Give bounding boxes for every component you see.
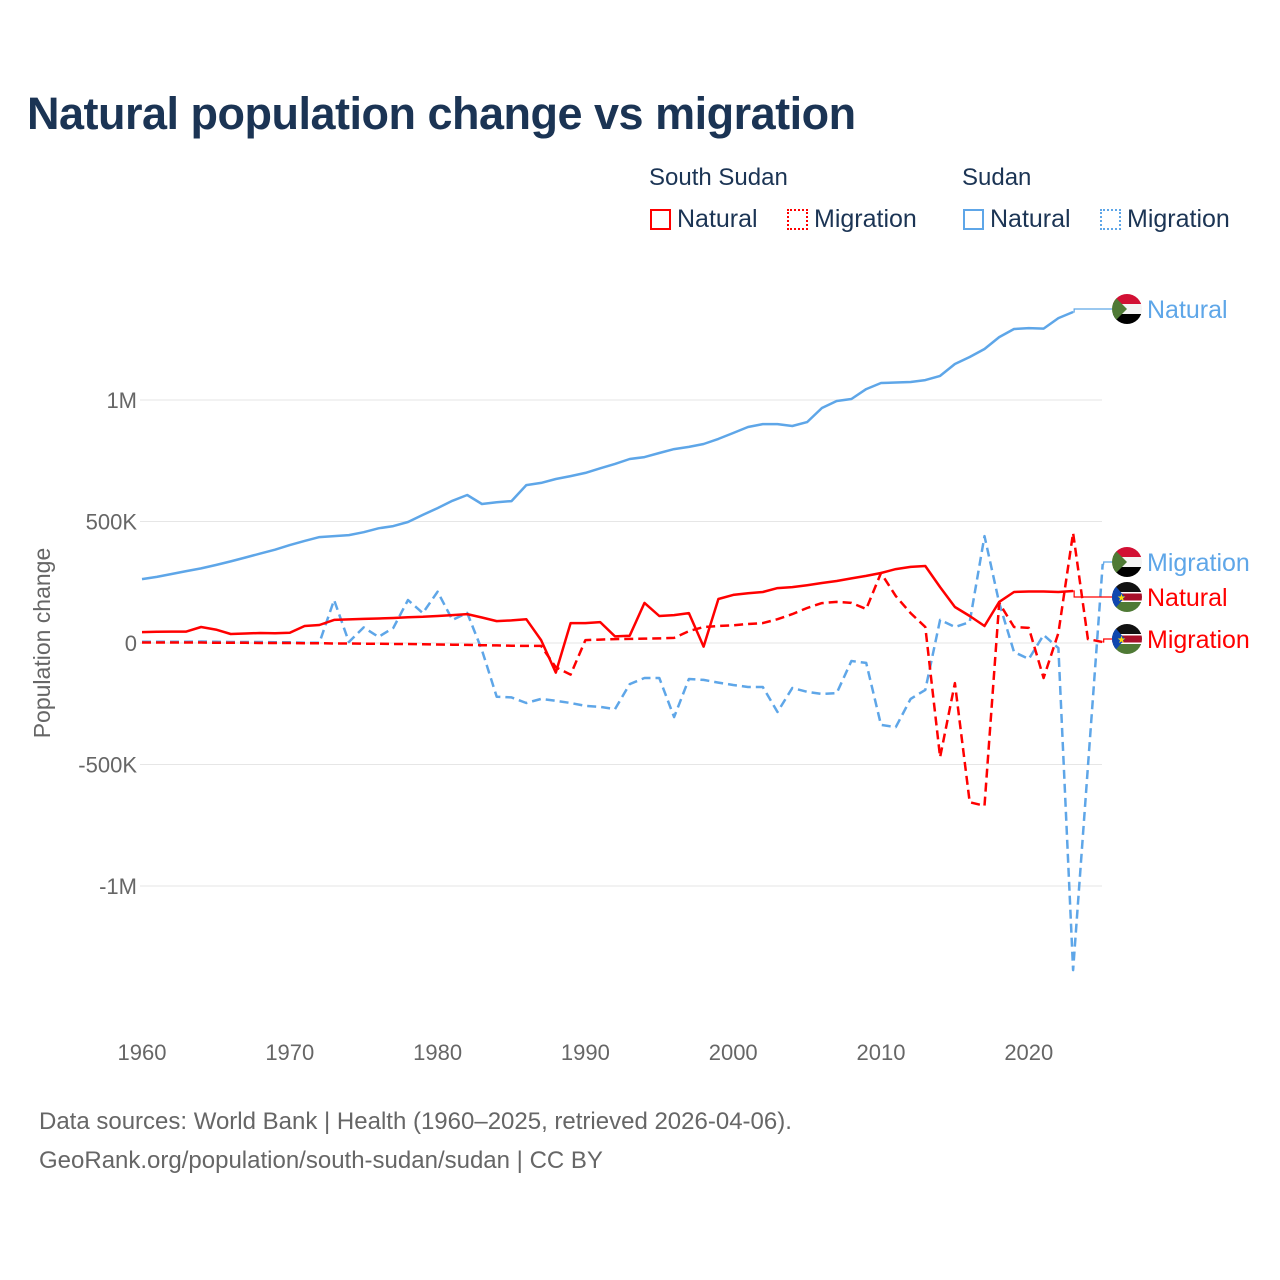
legend-item-south-sudan-natural[interactable]: Natural: [650, 205, 758, 234]
sudan-flag-icon: [1112, 547, 1142, 577]
legend-swatch-dotted: [1100, 209, 1121, 230]
footer-sources: Data sources: World Bank | Health (1960–…: [39, 1108, 792, 1135]
series-line-sudan-migration: [142, 534, 1104, 972]
legend-label: Migration: [814, 205, 917, 233]
x-tick-label: 1980: [413, 1040, 462, 1065]
chart-title: Natural population change vs migration: [27, 88, 856, 139]
label-connector: [1073, 308, 1113, 313]
x-tick-label: 2000: [709, 1040, 758, 1065]
x-tick-label: 2020: [1004, 1040, 1053, 1065]
south-sudan-flag-icon: [1112, 624, 1142, 654]
end-label: Natural: [1147, 296, 1228, 324]
x-tick-label: 1970: [265, 1040, 314, 1065]
end-label: Natural: [1147, 584, 1228, 612]
legend-label: Natural: [990, 205, 1071, 233]
label-connector: [1102, 638, 1113, 643]
legend-group-south-sudan: South Sudan: [649, 164, 788, 191]
legend-group-sudan: Sudan: [962, 164, 1032, 191]
legend-swatch-solid: [963, 209, 984, 230]
x-tick-label: 2010: [857, 1040, 906, 1065]
legend-label: Natural: [677, 205, 758, 233]
end-label: Migration: [1147, 626, 1250, 654]
y-tick-label: 500K: [86, 510, 138, 535]
south-sudan-flag-icon: [1112, 582, 1142, 612]
label-connector: [1073, 590, 1113, 598]
series-line-south-sudan-migration: [142, 531, 1103, 808]
legend-swatch-solid: [650, 209, 671, 230]
y-tick-label: -500K: [78, 753, 137, 778]
label-connector: [1102, 561, 1113, 565]
legend-item-south-sudan-migration[interactable]: Migration: [787, 205, 917, 234]
y-tick-label: 0: [125, 631, 137, 656]
y-tick-label: 1M: [106, 388, 137, 413]
x-tick-label: 1990: [561, 1040, 610, 1065]
series-line-sudan-natural: [141, 310, 1074, 581]
legend-swatch-dotted: [787, 209, 808, 230]
end-label: Migration: [1147, 549, 1250, 577]
legend-item-sudan-migration[interactable]: Migration: [1100, 205, 1230, 234]
legend-label: Migration: [1127, 205, 1230, 233]
y-axis-label: Population change: [29, 548, 55, 739]
y-tick-label: -1M: [99, 874, 137, 899]
x-tick-label: 1960: [118, 1040, 167, 1065]
legend-item-sudan-natural[interactable]: Natural: [963, 205, 1071, 234]
series-line-south-sudan-natural: [141, 564, 1074, 674]
footer-link[interactable]: GeoRank.org/population/south-sudan/sudan…: [39, 1147, 603, 1174]
sudan-flag-icon: [1112, 294, 1142, 324]
